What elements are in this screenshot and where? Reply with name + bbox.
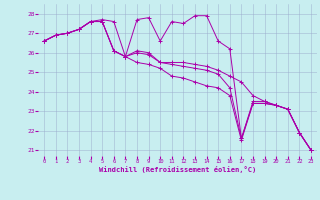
X-axis label: Windchill (Refroidissement éolien,°C): Windchill (Refroidissement éolien,°C) xyxy=(99,166,256,173)
